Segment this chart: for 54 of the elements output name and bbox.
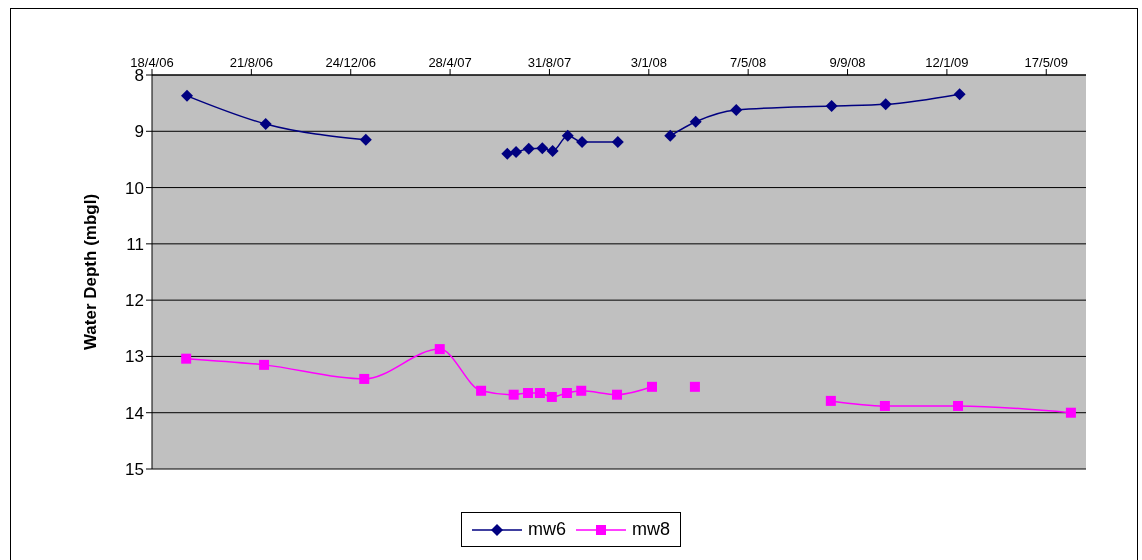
y-tick-label: 14 bbox=[125, 403, 144, 423]
y-tick-label: 12 bbox=[125, 291, 144, 311]
legend-label: mw6 bbox=[527, 519, 566, 540]
point bbox=[546, 391, 557, 402]
point bbox=[664, 129, 677, 142]
point bbox=[611, 135, 624, 148]
point bbox=[536, 142, 549, 155]
point bbox=[612, 389, 623, 400]
x-tick-label: 7/5/08 bbox=[730, 55, 767, 70]
y-axis-title: Water Depth (mbgl) bbox=[81, 193, 101, 351]
point bbox=[879, 400, 890, 411]
x-tick-label: 31/8/07 bbox=[527, 55, 572, 70]
x-tick-label: 9/9/08 bbox=[829, 55, 866, 70]
point bbox=[561, 388, 572, 399]
x-tick-label: 17/5/09 bbox=[1024, 55, 1068, 70]
x-tick-label: 21/8/06 bbox=[229, 55, 274, 70]
point bbox=[825, 99, 838, 112]
x-tick-label: 28/4/07 bbox=[428, 55, 472, 70]
x-tick-label: 3/1/08 bbox=[630, 55, 667, 70]
point bbox=[259, 117, 272, 130]
x-tick-label: 24/12/06 bbox=[325, 55, 377, 70]
point bbox=[953, 88, 966, 101]
point bbox=[522, 142, 535, 155]
point bbox=[546, 144, 559, 157]
y-tick-label: 15 bbox=[125, 460, 144, 480]
legend-label: mw8 bbox=[632, 519, 671, 540]
point bbox=[689, 115, 702, 128]
point bbox=[508, 389, 519, 400]
point bbox=[576, 385, 587, 396]
y-tick-label: 13 bbox=[125, 347, 144, 367]
point bbox=[359, 373, 370, 384]
point bbox=[825, 395, 836, 406]
point bbox=[534, 388, 545, 399]
point bbox=[953, 400, 964, 411]
point bbox=[576, 135, 589, 148]
point bbox=[434, 344, 445, 355]
y-tick-label: 9 bbox=[134, 122, 144, 142]
point bbox=[689, 381, 700, 392]
point bbox=[181, 353, 192, 364]
point bbox=[510, 146, 523, 159]
point bbox=[501, 147, 514, 160]
x-tick-label: 12/1/09 bbox=[925, 55, 969, 70]
point bbox=[1065, 407, 1076, 418]
point bbox=[359, 133, 372, 146]
point bbox=[646, 381, 657, 392]
point bbox=[259, 359, 270, 370]
point bbox=[476, 385, 487, 396]
point bbox=[180, 89, 193, 102]
y-tick-label: 10 bbox=[125, 178, 144, 198]
point bbox=[730, 103, 743, 116]
point bbox=[522, 388, 533, 399]
point bbox=[879, 98, 892, 111]
y-tick-label: 11 bbox=[126, 234, 144, 254]
point bbox=[561, 129, 574, 142]
